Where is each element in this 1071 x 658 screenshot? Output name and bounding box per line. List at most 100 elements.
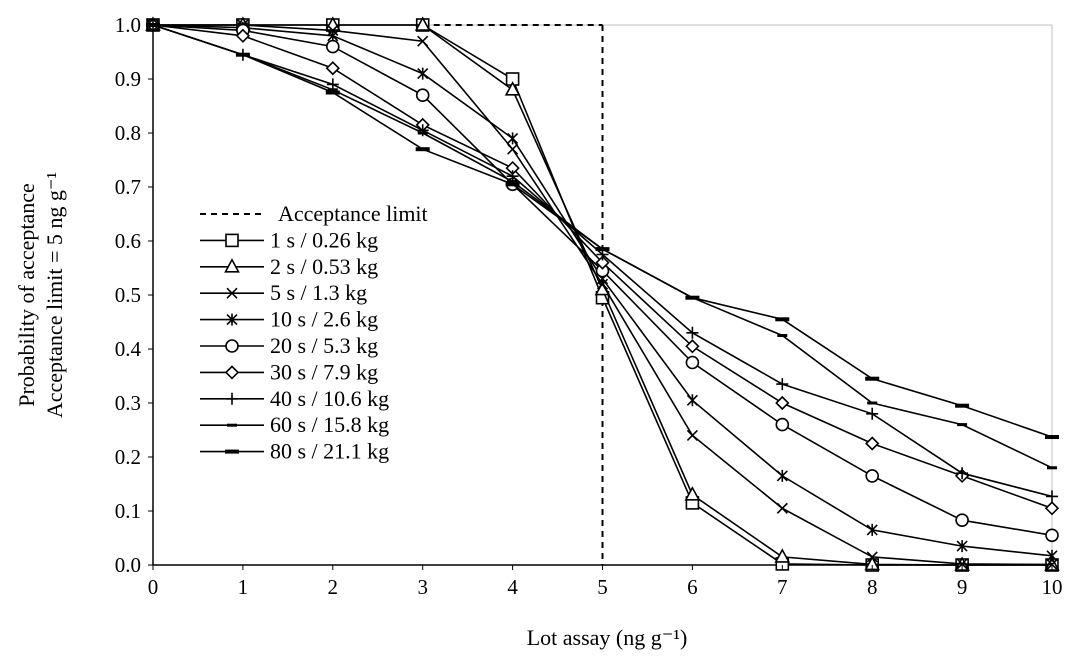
data-point bbox=[1046, 558, 1058, 571]
y-tick-label: 0.2 bbox=[115, 445, 141, 469]
x-tick-label: 9 bbox=[957, 575, 968, 599]
data-point bbox=[1046, 549, 1058, 562]
data-point bbox=[1047, 466, 1057, 470]
data-point bbox=[956, 467, 969, 480]
x-tick-label: 3 bbox=[417, 575, 428, 599]
data-point bbox=[414, 16, 431, 31]
legend-item-acceptance-limit: Acceptance limit bbox=[200, 201, 428, 226]
x-axis-title: Lot assay (ng g⁻¹) bbox=[527, 625, 688, 650]
y-tick-label: 0.1 bbox=[115, 499, 141, 523]
data-point bbox=[865, 469, 880, 483]
data-point bbox=[235, 28, 251, 43]
legend-marker bbox=[226, 392, 238, 405]
data-point bbox=[325, 61, 340, 76]
legend-item-2: 2 s / 0.53 kg bbox=[200, 254, 378, 279]
legend-marker bbox=[224, 258, 240, 273]
legend-label: 30 s / 7.9 kg bbox=[270, 359, 378, 384]
legend-item-7: 40 s / 10.6 kg bbox=[200, 386, 389, 411]
data-point bbox=[685, 295, 700, 300]
legend-item-6: 30 s / 7.9 kg bbox=[200, 359, 378, 384]
data-point bbox=[507, 143, 519, 155]
data-point bbox=[327, 88, 338, 92]
data-point bbox=[865, 436, 880, 451]
data-point bbox=[775, 417, 790, 432]
y-tick-label: 0.6 bbox=[115, 229, 141, 253]
data-point bbox=[595, 255, 610, 270]
x-tick-label: 6 bbox=[687, 575, 698, 599]
legend-item-9: 80 s / 21.1 kg bbox=[200, 439, 389, 464]
y-tick-label: 0.7 bbox=[115, 175, 141, 199]
y-tick-label: 0.3 bbox=[115, 391, 141, 415]
data-point bbox=[865, 376, 880, 381]
legend-label: 5 s / 1.3 kg bbox=[270, 280, 367, 305]
data-point bbox=[1045, 528, 1059, 543]
data-point bbox=[955, 403, 970, 408]
legend-marker bbox=[225, 449, 239, 454]
data-point bbox=[686, 326, 699, 339]
legend-marker bbox=[227, 423, 237, 427]
data-point bbox=[866, 407, 879, 420]
x-tick-label: 4 bbox=[507, 575, 518, 599]
y-tick-label: 1.0 bbox=[115, 13, 141, 37]
data-point bbox=[504, 81, 521, 96]
legend-item-1: 1 s / 0.26 kg bbox=[200, 227, 378, 252]
data-point bbox=[417, 131, 428, 135]
series-9 bbox=[146, 23, 1059, 440]
legend-label: Acceptance limit bbox=[278, 201, 428, 226]
y-axis-title-line2: Acceptance limit = 5 ng g⁻¹ bbox=[42, 172, 67, 418]
data-point bbox=[684, 486, 701, 501]
data-point bbox=[1046, 490, 1058, 503]
legend-label: 40 s / 10.6 kg bbox=[270, 386, 389, 411]
data-point bbox=[866, 551, 878, 563]
x-tick-label: 7 bbox=[777, 575, 788, 599]
data-point bbox=[956, 558, 968, 570]
x-tick-label: 8 bbox=[867, 575, 878, 599]
data-point bbox=[776, 378, 789, 391]
y-tick-label: 0.9 bbox=[115, 67, 141, 91]
data-point bbox=[686, 394, 698, 407]
legend-marker bbox=[225, 233, 239, 248]
data-point bbox=[867, 401, 878, 405]
legend-label: 80 s / 21.1 kg bbox=[270, 439, 389, 464]
acceptance-limit-line bbox=[422, 24, 604, 565]
legend-item-5: 20 s / 5.3 kg bbox=[200, 333, 378, 358]
y-tick-label: 0.4 bbox=[115, 337, 142, 361]
data-point bbox=[685, 339, 700, 354]
data-point bbox=[505, 182, 520, 187]
legend-marker bbox=[226, 287, 238, 299]
data-point bbox=[776, 469, 788, 482]
legend-label: 10 s / 2.6 kg bbox=[270, 307, 378, 332]
legend-item-3: 5 s / 1.3 kg bbox=[200, 280, 367, 305]
y-axis-title-line1: Probability of acceptance bbox=[14, 183, 39, 407]
x-tick-label: 1 bbox=[238, 575, 249, 599]
data-point bbox=[417, 67, 429, 80]
legend-label: 2 s / 0.53 kg bbox=[270, 254, 378, 279]
data-point bbox=[775, 395, 790, 411]
x-axis-ticks: 0 1 2 3 4 5 6 7 8 9 10 bbox=[148, 565, 1063, 599]
data-point bbox=[686, 429, 698, 441]
data-point bbox=[777, 334, 788, 337]
data-point bbox=[325, 90, 340, 95]
legend-label: 20 s / 5.3 kg bbox=[270, 333, 378, 358]
data-point bbox=[417, 35, 429, 47]
data-point bbox=[956, 540, 968, 553]
data-point bbox=[415, 147, 430, 152]
x-tick-label: 0 bbox=[148, 575, 159, 599]
data-point bbox=[325, 39, 340, 54]
series-layer bbox=[145, 16, 1060, 572]
data-point bbox=[235, 52, 250, 57]
legend-marker bbox=[226, 313, 238, 326]
data-point bbox=[775, 317, 790, 322]
legend-marker bbox=[224, 365, 240, 380]
data-point bbox=[955, 513, 969, 527]
y-tick-label: 0.8 bbox=[115, 121, 141, 145]
x-tick-label: 10 bbox=[1042, 575, 1063, 599]
data-point bbox=[595, 247, 610, 252]
legend-item-4: 10 s / 2.6 kg bbox=[200, 307, 378, 332]
data-point bbox=[415, 88, 430, 102]
data-point bbox=[1045, 435, 1059, 440]
y-tick-label: 0.5 bbox=[115, 283, 141, 307]
legend-label: 60 s / 15.8 kg bbox=[270, 412, 389, 437]
legend-label: 1 s / 0.26 kg bbox=[270, 227, 378, 252]
